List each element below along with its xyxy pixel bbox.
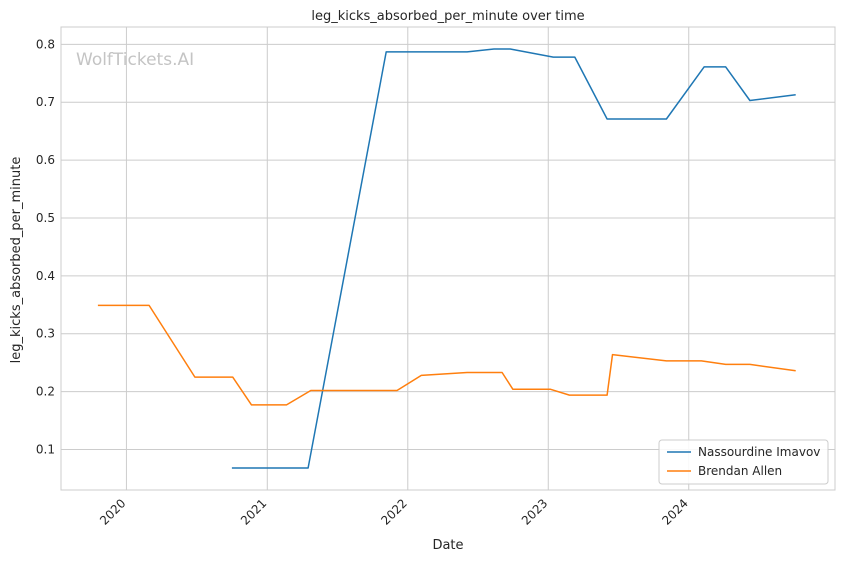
plot-area <box>61 27 835 490</box>
y-axis-title: leg_kicks_absorbed_per_minute <box>9 157 24 364</box>
series-line-1 <box>231 48 796 469</box>
legend-label-2: Brendan Allen <box>698 464 782 478</box>
y-tick-label: 0.5 <box>36 211 55 225</box>
y-tick-label: 0.2 <box>36 385 55 399</box>
watermark-text: WolfTickets.AI <box>76 50 194 70</box>
grid <box>61 27 835 490</box>
legend-label-1: Nassourdine Imavov <box>698 445 820 459</box>
y-tick-label: 0.3 <box>36 327 55 341</box>
y-tick-label: 0.7 <box>36 95 55 109</box>
chart-title: leg_kicks_absorbed_per_minute over time <box>311 9 584 24</box>
y-tick-label: 0.4 <box>36 269 55 283</box>
y-tick-label: 0.6 <box>36 153 55 167</box>
series-lines <box>97 48 796 469</box>
plot-frame <box>60 26 836 491</box>
y-tick-label: 0.1 <box>36 442 55 456</box>
legend-box <box>658 439 829 485</box>
y-tick-label: 0.8 <box>36 37 55 51</box>
legend: Nassourdine Imavov Brendan Allen <box>658 439 829 485</box>
y-axis-tick-labels: 0.1 0.2 0.3 0.4 0.5 0.6 0.7 0.8 <box>36 37 55 456</box>
series-line-2 <box>97 304 796 406</box>
x-axis-title: Date <box>432 538 463 553</box>
